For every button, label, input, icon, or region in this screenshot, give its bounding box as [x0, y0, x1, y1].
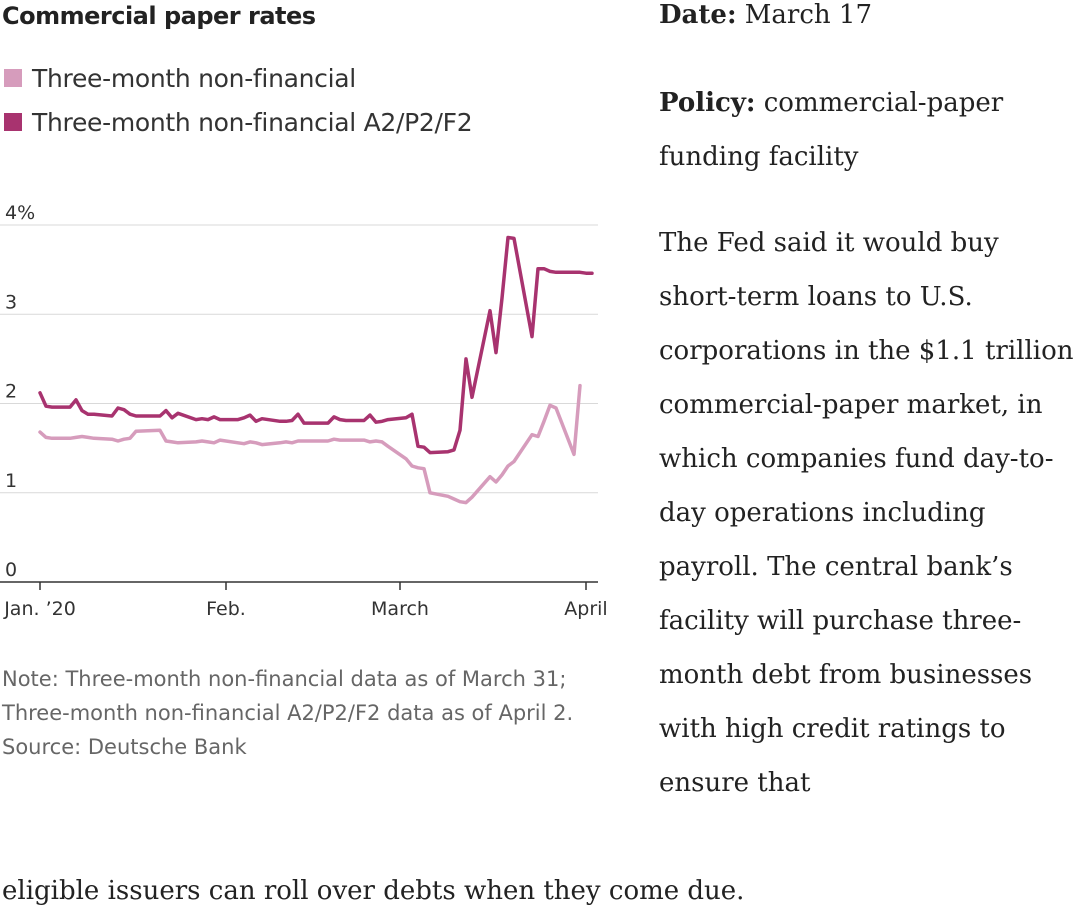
policy-line: Policy: commercial-paper funding facilit…: [659, 76, 1078, 184]
date-line: Date: March 17: [659, 0, 872, 42]
chart-title: Commercial paper rates: [2, 2, 316, 30]
x-tick-label-3: April: [564, 598, 607, 620]
x-tick-label-2: March: [371, 598, 429, 620]
chart-source: Source: Deutsche Bank: [2, 735, 247, 759]
policy-label: Policy:: [659, 88, 756, 118]
legend-swatch-non-financial: [4, 69, 22, 87]
legend-item-a2p2f2: Three-month non-financial A2/P2/F2: [4, 100, 473, 144]
chart-note: Note: Three-month non-financial data as …: [2, 667, 574, 725]
article-body: The Fed said it would buy short-term loa…: [659, 228, 1074, 798]
legend-item-non-financial: Three-month non-financial: [4, 56, 472, 100]
article-body-continued: eligible issuers can roll over debts whe…: [2, 876, 745, 906]
policy-value: commercial-paper funding facility: [659, 88, 1004, 172]
chart-legend: Three-month non-financial Three-month no…: [4, 56, 473, 144]
series-line-a2p2f2: [38, 235, 594, 455]
y-tick-label-4: 0: [5, 559, 17, 581]
series-line-non_financial: [38, 383, 582, 505]
line-chart: 4% 3 2 1 0 Jan. ’20 Feb. March April: [0, 202, 608, 620]
legend-swatch-a2p2f2: [4, 113, 22, 131]
legend-label-non-financial: Three-month non-financial: [32, 63, 356, 93]
y-tick-label-0: 4%: [5, 202, 35, 224]
y-tick-label-3: 1: [5, 470, 17, 492]
date-value: March 17: [736, 0, 873, 30]
x-tick-label-0: Jan. ’20: [3, 598, 76, 620]
y-tick-label-2: 2: [5, 381, 17, 403]
x-tick-label-1: Feb.: [206, 598, 246, 620]
legend-label-a2p2f2: Three-month non-financial A2/P2/F2: [32, 107, 473, 137]
chart-notes: Note: Three-month non-financial data as …: [2, 662, 602, 764]
date-label: Date:: [659, 0, 737, 30]
y-tick-label-1: 3: [5, 291, 17, 313]
